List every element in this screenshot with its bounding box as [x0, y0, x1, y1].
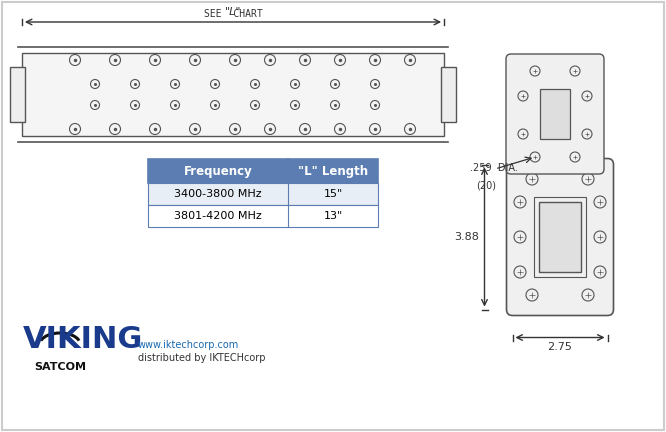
- Text: 3.88: 3.88: [455, 232, 480, 242]
- Bar: [539, 202, 581, 272]
- Bar: [148, 205, 378, 227]
- Bar: [10, 67, 25, 122]
- Text: (20): (20): [476, 181, 496, 191]
- Text: .259  DIA.: .259 DIA.: [470, 163, 518, 173]
- Text: 3801-4200 MHz: 3801-4200 MHz: [174, 211, 262, 221]
- Bar: [22, 53, 444, 136]
- Bar: [148, 159, 378, 183]
- Text: "L": "L": [224, 7, 241, 17]
- FancyBboxPatch shape: [506, 54, 604, 174]
- Text: Frequency: Frequency: [184, 165, 252, 178]
- Text: distributed by IKTECHcorp: distributed by IKTECHcorp: [138, 353, 266, 363]
- Text: SEE  CHART: SEE CHART: [204, 9, 262, 19]
- Text: SATCOM: SATCOM: [34, 362, 86, 372]
- Text: 2.75: 2.75: [547, 343, 573, 353]
- Bar: [540, 89, 570, 139]
- Text: 13": 13": [324, 211, 342, 221]
- Bar: [441, 67, 456, 122]
- Text: 15": 15": [324, 189, 342, 199]
- Text: 3400-3800 MHz: 3400-3800 MHz: [174, 189, 262, 199]
- Text: "L" Length: "L" Length: [298, 165, 368, 178]
- Text: VIKING: VIKING: [23, 325, 143, 354]
- FancyBboxPatch shape: [507, 159, 613, 315]
- Bar: [148, 183, 378, 205]
- Text: www.iktechcorp.com: www.iktechcorp.com: [138, 340, 239, 350]
- Bar: [534, 197, 586, 277]
